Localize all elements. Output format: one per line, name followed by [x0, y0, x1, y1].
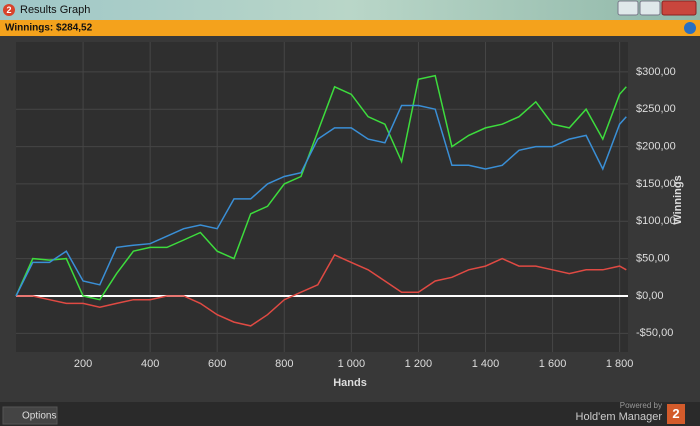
- y-axis-title: Winnings: [672, 175, 684, 224]
- y-tick-label: $200,00: [636, 140, 676, 152]
- x-tick-label: 800: [275, 358, 293, 370]
- x-tick-label: 1 200: [405, 358, 433, 370]
- y-tick-label: $50,00: [636, 253, 670, 265]
- series-line: [16, 253, 627, 327]
- footer: [0, 402, 700, 426]
- x-tick-label: 200: [74, 358, 92, 370]
- x-tick-label: 600: [208, 358, 226, 370]
- title-bar: [0, 0, 700, 20]
- options-button[interactable]: [2, 406, 58, 425]
- plot-area: [16, 42, 628, 352]
- x-axis-title: Hands: [333, 377, 367, 389]
- app-icon: [3, 4, 15, 16]
- app-icon-label: 2: [6, 5, 11, 15]
- y-tick-label: -$50,00: [636, 327, 673, 339]
- x-tick-label: 1 800: [606, 358, 634, 370]
- y-tick-label: $300,00: [636, 66, 676, 78]
- x-tick-label: 400: [141, 358, 159, 370]
- close-button[interactable]: [661, 0, 697, 16]
- minimize-button[interactable]: [617, 0, 639, 16]
- winnings-summary: Winnings: $284,52: [5, 23, 93, 34]
- y-tick-label: $0,00: [636, 290, 664, 302]
- options-label: Options: [22, 411, 56, 422]
- series-line: [15, 74, 627, 301]
- y-tick-label: $250,00: [636, 103, 676, 115]
- window-title: Results Graph: [20, 4, 90, 16]
- brand-name: Hold'em Manager: [576, 411, 663, 423]
- brand-badge: 2: [672, 406, 679, 421]
- summary-bar: [0, 20, 700, 36]
- x-tick-label: 1 400: [472, 358, 500, 370]
- series-line: [15, 104, 627, 297]
- y-tick-label: $100,00: [636, 215, 676, 227]
- y-tick-label: $150,00: [636, 178, 676, 190]
- help-icon[interactable]: [684, 22, 696, 34]
- x-tick-label: 1 000: [338, 358, 366, 370]
- brand-logo: [667, 404, 685, 424]
- maximize-button[interactable]: [639, 0, 661, 16]
- powered-by: Powered by: [620, 401, 662, 410]
- x-tick-label: 1 600: [539, 358, 567, 370]
